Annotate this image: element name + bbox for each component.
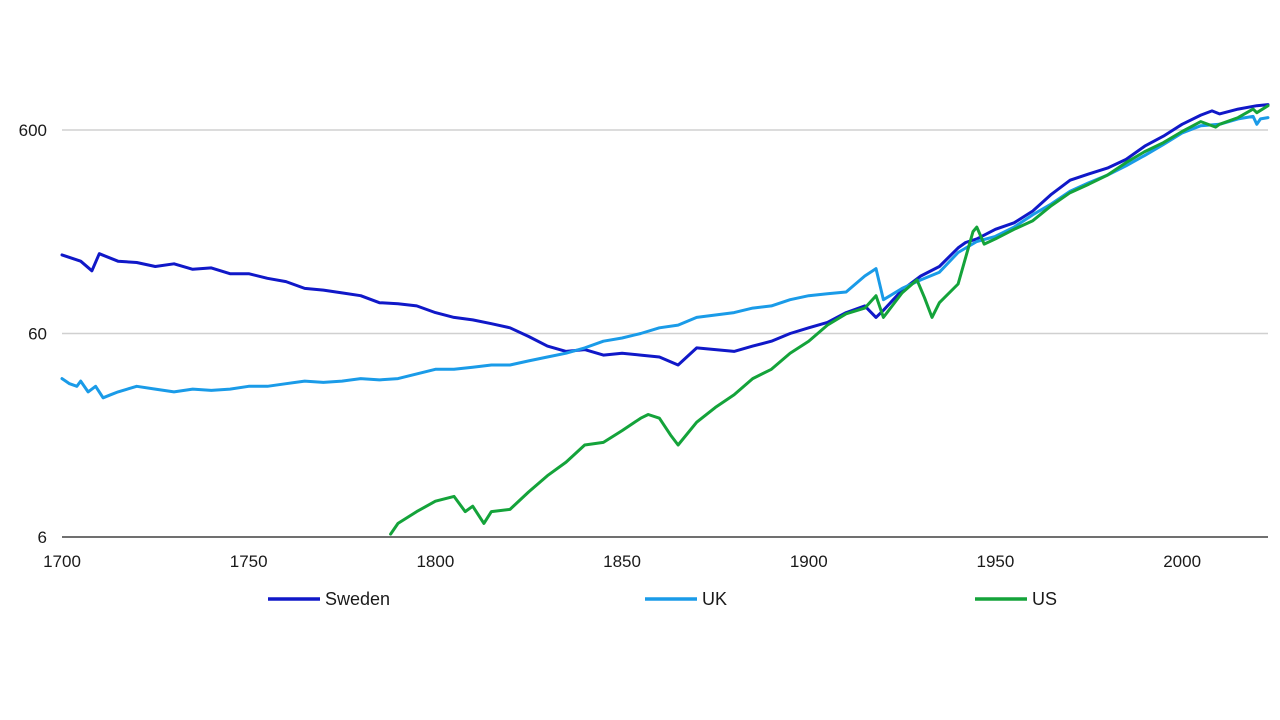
axes: 6 60 600 1700 1750 1800 1850 1900 1950 2000 — [19, 121, 1268, 571]
x-tick-label: 1950 — [977, 552, 1015, 571]
legend-label-uk: UK — [702, 589, 727, 609]
y-tick-label: 600 — [19, 121, 47, 140]
x-tick-label: 1700 — [43, 552, 81, 571]
series-line-uk — [60, 114, 1270, 400]
legend: Sweden UK US — [268, 589, 1057, 609]
y-tick-label: 60 — [28, 325, 47, 344]
x-tick-label: 2000 — [1163, 552, 1201, 571]
x-tick-label: 1850 — [603, 552, 641, 571]
series-line-sweden — [60, 103, 1270, 367]
y-tick-label: 6 — [38, 528, 47, 547]
x-tick-label: 1800 — [416, 552, 454, 571]
x-tick-label: 1750 — [230, 552, 268, 571]
series-line-us — [389, 104, 1270, 536]
series-lines — [60, 103, 1270, 536]
legend-label-sweden: Sweden — [325, 589, 390, 609]
gridlines — [62, 129, 1268, 335]
x-tick-label: 1900 — [790, 552, 828, 571]
legend-label-us: US — [1032, 589, 1057, 609]
